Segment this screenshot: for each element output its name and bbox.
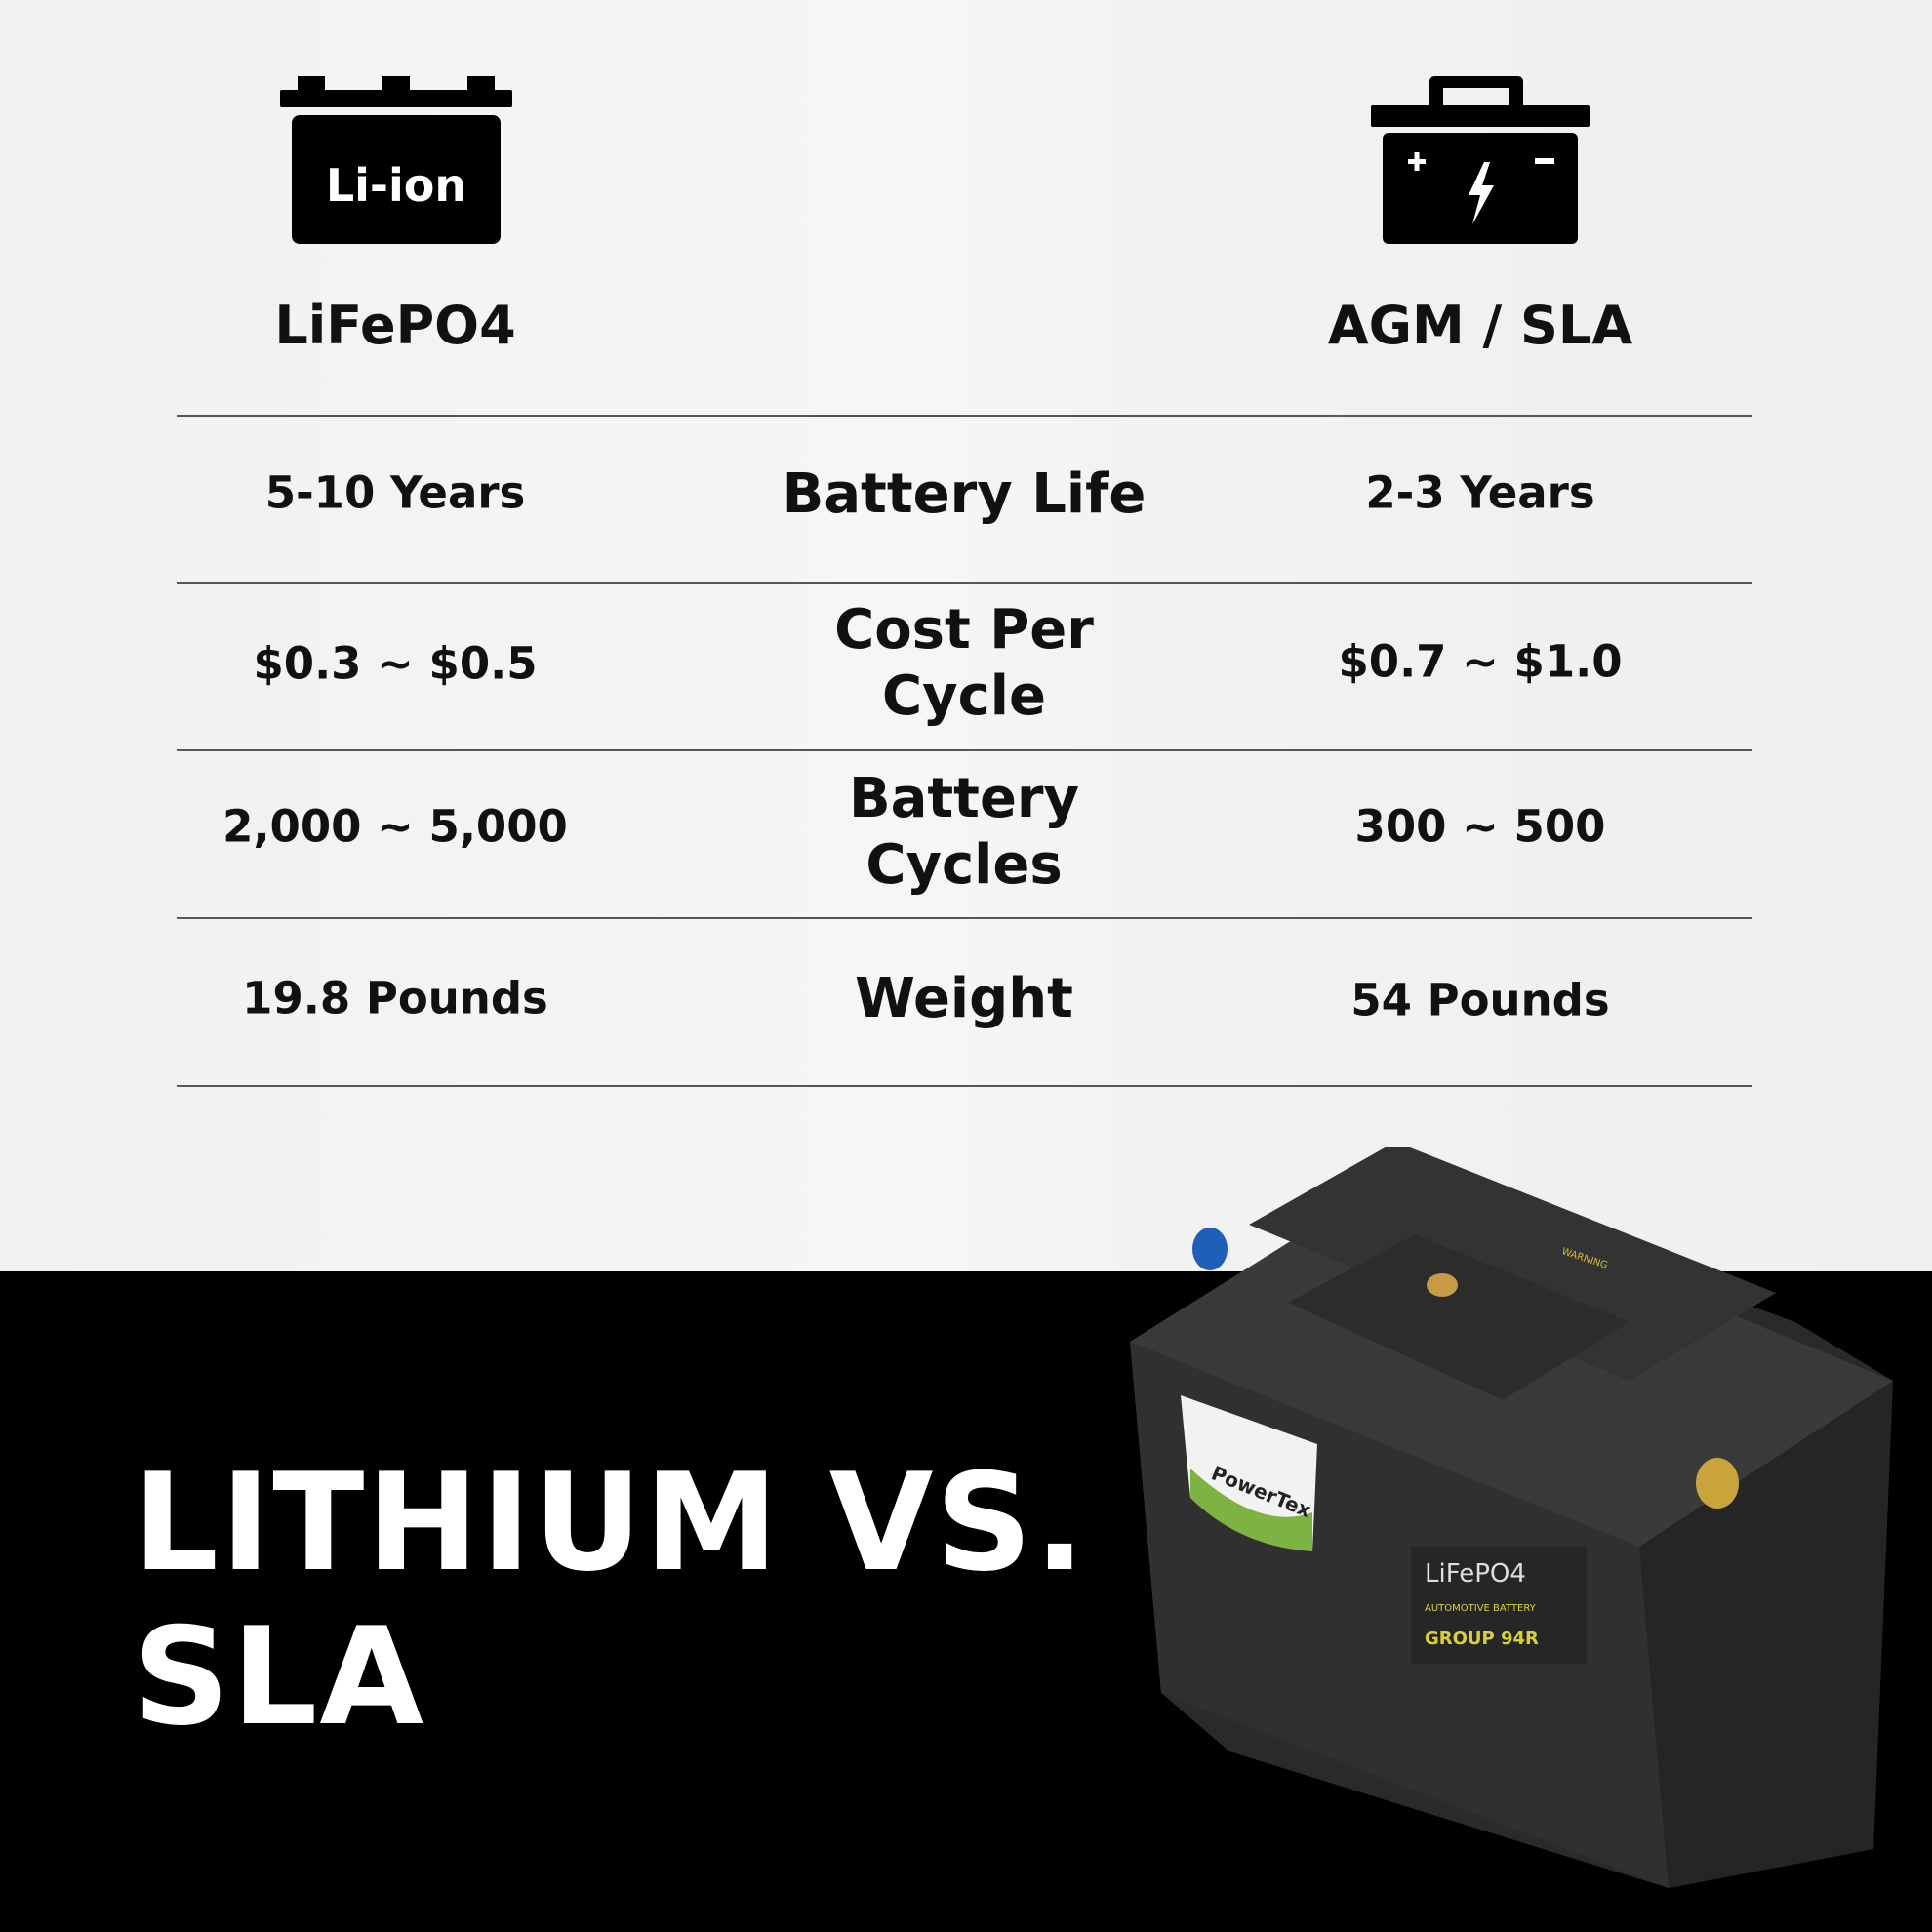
headline: LITHIUM VS. SLA [133, 1444, 1088, 1755]
lithium-value: 5-10 Years [264, 466, 526, 519]
row-label: Weight [855, 967, 1073, 1030]
sla-column-title: AGM / SLA [1327, 295, 1633, 356]
chemistry-label: LiFePO4 [1425, 1559, 1526, 1589]
row-label: Battery Life [782, 463, 1147, 526]
battery-product-image: PowerTex LiFePO4 AUTOMOTIVE BATTERY GROU… [1130, 1147, 1893, 1888]
divider [177, 415, 1752, 417]
divider [177, 1085, 1752, 1087]
lithium-value: 2,000 ~ 5,000 [222, 800, 568, 853]
row-label: Cost Per Cycle [834, 598, 1094, 728]
divider [177, 917, 1752, 919]
sla-value: 54 Pounds [1350, 974, 1610, 1026]
lithium-value: 19.8 Pounds [242, 972, 548, 1025]
sla-value: $0.7 ~ $1.0 [1338, 635, 1623, 688]
row-label: Battery Cycles [848, 767, 1080, 897]
type-label: AUTOMOTIVE BATTERY [1425, 1603, 1537, 1614]
group-label: GROUP 94R [1425, 1629, 1539, 1649]
divider [177, 749, 1752, 751]
lithium-value: $0.3 ~ $0.5 [253, 637, 538, 690]
divider [177, 582, 1752, 584]
sla-value: 2-3 Years [1365, 466, 1595, 519]
lithium-column-title: LiFePO4 [274, 295, 516, 356]
battery-plus-minus-bolt-icon [1371, 76, 1590, 244]
sla-value: 300 ~ 500 [1354, 800, 1606, 853]
li-ion-icon-text: Li-ion [326, 159, 466, 212]
battery-li-ion-icon: Li-ion [280, 76, 512, 244]
